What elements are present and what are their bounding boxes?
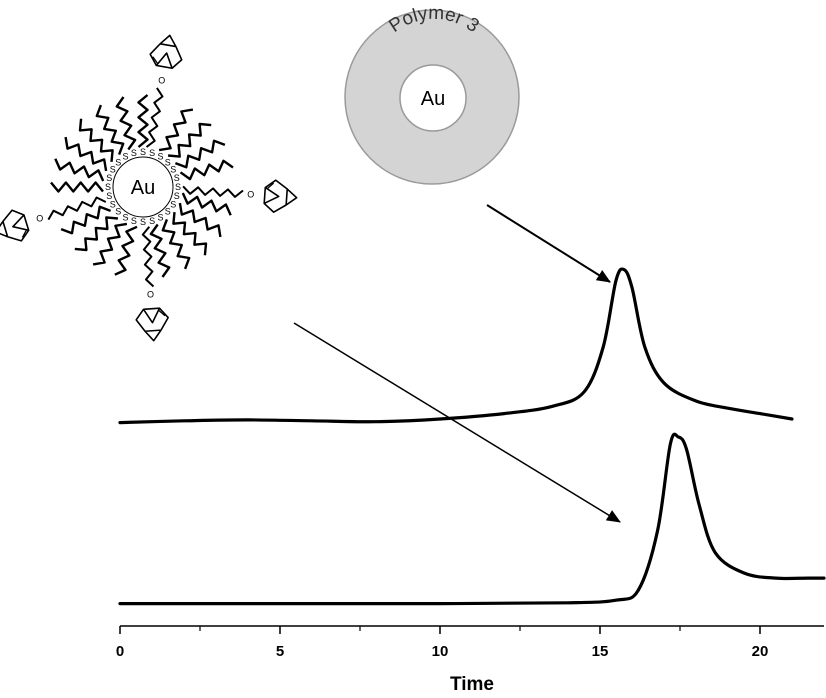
- sulfur-atom: S: [157, 212, 163, 222]
- alkyl-chain: [95, 104, 125, 156]
- sulfur-atom: S: [149, 216, 155, 226]
- arrow-to-upper-peak: [486, 204, 611, 283]
- series-line-1: [118, 267, 794, 425]
- norbornene-group: [0, 209, 30, 242]
- norbornene-double-bond: [266, 182, 275, 190]
- nanoparticle-core-label: Au: [131, 177, 155, 199]
- sulfur-atom: S: [170, 200, 176, 210]
- sulfur-atom: S: [131, 148, 137, 158]
- alkyl-chain: [64, 136, 108, 172]
- sulfur-atom: S: [105, 182, 111, 192]
- x-axis-title: Time: [450, 674, 494, 695]
- series-line-2: [118, 432, 826, 606]
- alkyl-chain: [167, 122, 212, 158]
- x-tick-label: 5: [276, 643, 284, 660]
- ligand-oxygen-atom: O: [247, 190, 254, 200]
- x-axis: 0 5 10 15 20 Time: [116, 625, 824, 695]
- sulfur-atom: S: [149, 148, 155, 158]
- sulfur-atom: S: [174, 173, 180, 183]
- norbornene-group: [149, 34, 183, 70]
- sulfur-atom: S: [170, 165, 176, 175]
- alkyl-chain: [172, 211, 208, 256]
- ligand-chain: [145, 87, 164, 148]
- alkyl-chain: [50, 181, 104, 193]
- norbornene-double-bond: [21, 229, 28, 238]
- sulfur-atom: S: [175, 182, 181, 192]
- alkyl-chain: [174, 139, 226, 169]
- series-group: [118, 267, 826, 606]
- norbornene-ligands: O O O O: [0, 34, 298, 342]
- sulfur-atom: S: [140, 217, 146, 227]
- alkyl-chain: [115, 96, 137, 151]
- sulfur-atom: S: [110, 200, 116, 210]
- alkyl-chain: [137, 94, 149, 148]
- alkyl-chain: [60, 205, 112, 235]
- ligand-chain: [47, 196, 107, 221]
- alkyl-chain: [161, 218, 191, 270]
- x-tick-label: 20: [752, 643, 769, 660]
- sulfur-atom: S: [106, 191, 112, 201]
- sulfur-atom: S: [115, 157, 121, 167]
- alkyl-chain: [74, 216, 119, 252]
- sulfur-atom: S: [106, 173, 112, 183]
- norbornene-double-bond: [152, 56, 159, 65]
- sulfur-atom: S: [122, 212, 128, 222]
- alkyl-chain: [158, 108, 194, 152]
- alkyl-chains: [50, 94, 234, 278]
- gold-core: [399, 64, 467, 132]
- ligand-oxygen-atom: O: [147, 290, 154, 300]
- norbornene-ring: [149, 34, 183, 70]
- ligand-oxygen-atom: O: [36, 214, 43, 224]
- nanoparticle-core: [112, 156, 174, 218]
- alkyl-chain: [114, 225, 138, 276]
- x-tick-label: 0: [116, 643, 124, 660]
- alkyl-chain: [179, 159, 234, 181]
- core-label: Au: [421, 88, 445, 110]
- sulfur-atom: S: [140, 147, 146, 157]
- sulfur-atom: S: [157, 152, 163, 162]
- norbornene-double-bond: [158, 309, 166, 317]
- x-tick-label: 10: [432, 643, 449, 660]
- norbornene-ring: [263, 179, 298, 213]
- norbornene-ring: [135, 307, 169, 342]
- norbornene-ring: [0, 209, 30, 242]
- alkyl-chain: [181, 192, 232, 216]
- alkyl-chain: [92, 222, 128, 266]
- alkyl-chain: [149, 223, 171, 278]
- ligand-chain: [141, 226, 155, 288]
- core-shell-illustration: Polymer 3 Au: [344, 3, 520, 185]
- alkyl-chain: [78, 118, 114, 163]
- norbornene-group: [263, 179, 298, 213]
- sulfur-atom: S: [115, 207, 121, 217]
- sulfur-atom: S: [122, 152, 128, 162]
- alkyl-chain: [178, 202, 222, 238]
- sulfur-atom: S: [110, 165, 116, 175]
- x-tick-label: 15: [592, 643, 609, 660]
- ligand-oxygen-atom: O: [158, 76, 165, 86]
- alkyl-chain: [54, 158, 105, 182]
- x-ticks: 0 5 10 15 20: [116, 626, 769, 660]
- sulfur-atom: S: [165, 207, 171, 217]
- arrow-to-lower-peak: [293, 322, 621, 523]
- sulfur-atom: S: [131, 216, 137, 226]
- ligand-chain: [182, 185, 244, 198]
- norbornene-group: [135, 307, 169, 342]
- sulfur-atom: S: [165, 157, 171, 167]
- sulfur-atom: S: [174, 191, 180, 201]
